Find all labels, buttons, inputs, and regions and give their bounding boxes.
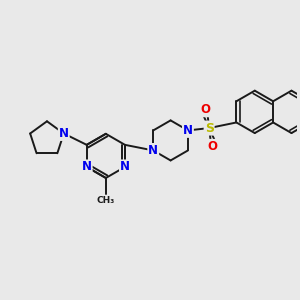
Text: N: N: [59, 127, 69, 140]
Text: N: N: [120, 160, 130, 173]
Text: S: S: [205, 122, 214, 135]
Text: O: O: [208, 140, 218, 153]
Text: N: N: [82, 160, 92, 173]
Text: N: N: [148, 144, 158, 157]
Text: CH₃: CH₃: [97, 196, 115, 205]
Text: O: O: [201, 103, 211, 116]
Text: N: N: [183, 124, 193, 137]
